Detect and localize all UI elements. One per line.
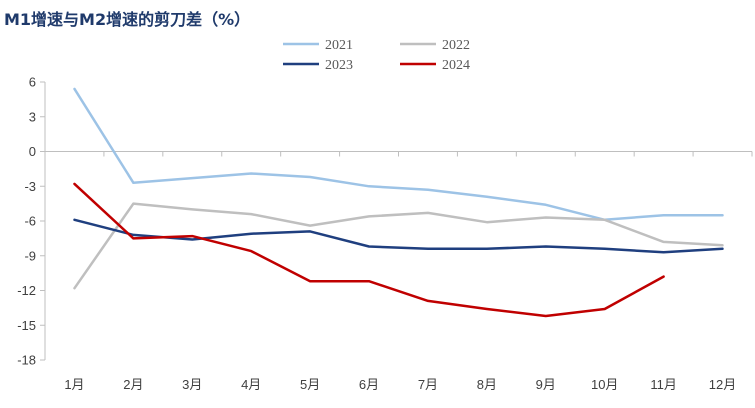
- y-tick-label: -9: [24, 248, 36, 263]
- series-line-2023: [73, 218, 724, 254]
- y-tick-label: -3: [24, 179, 36, 194]
- legend-label: 2024: [442, 58, 470, 73]
- x-tick-label: 9月: [536, 377, 556, 392]
- x-tick-label: 7月: [418, 377, 438, 392]
- series-lines: [73, 87, 724, 318]
- x-tick-label: 1月: [64, 377, 84, 392]
- series-line-2022: [73, 202, 724, 290]
- x-tick-label: 8月: [477, 377, 497, 392]
- x-tick-label: 10月: [591, 377, 618, 392]
- series-line-2024: [73, 182, 665, 318]
- x-tick-label: 12月: [709, 377, 736, 392]
- y-tick-label: -18: [17, 353, 36, 368]
- x-tick-label: 4月: [241, 377, 261, 392]
- x-tick-label: 3月: [182, 377, 202, 392]
- y-tick-label: -6: [24, 214, 36, 229]
- legend-item-2024: 2024: [400, 58, 470, 73]
- axes: [44, 82, 752, 360]
- series-line-2021: [73, 87, 724, 222]
- y-axis-ticks: 6 3 0 -3 -6 -9 -12 -15 -18: [17, 75, 45, 368]
- legend: 2021 2022 2023 2024: [283, 38, 470, 73]
- y-tick-label: -15: [17, 318, 36, 333]
- legend-label: 2021: [325, 38, 353, 53]
- legend-label: 2022: [442, 38, 470, 53]
- legend-item-2023: 2023: [283, 58, 353, 73]
- x-tick-label: 5月: [300, 377, 320, 392]
- x-tick-label: 6月: [359, 377, 379, 392]
- y-tick-label: 6: [29, 75, 36, 90]
- y-tick-label: -12: [17, 283, 36, 298]
- y-tick-label: 3: [29, 109, 36, 124]
- y-tick-label: 0: [29, 144, 36, 159]
- legend-item-2022: 2022: [400, 38, 470, 53]
- x-tick-label: 2月: [123, 377, 143, 392]
- x-axis-ticks: 1月 2月 3月 4月 5月 6月 7月 8月 9月 10月 11月 12月: [44, 151, 753, 392]
- x-tick-label: 11月: [650, 377, 677, 392]
- legend-label: 2023: [325, 58, 353, 73]
- chart-title: M1增速与M2增速的剪刀差（%）: [4, 10, 251, 29]
- legend-item-2021: 2021: [283, 38, 353, 53]
